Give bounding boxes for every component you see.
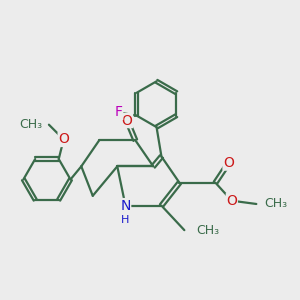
Text: O: O	[58, 132, 69, 146]
Text: CH₃: CH₃	[196, 224, 219, 237]
Text: F: F	[115, 105, 123, 119]
Text: CH₃: CH₃	[19, 118, 42, 131]
Text: O: O	[226, 194, 237, 208]
Text: O: O	[122, 114, 133, 128]
Text: H: H	[121, 215, 130, 225]
Text: N: N	[120, 199, 131, 213]
Text: CH₃: CH₃	[265, 197, 288, 211]
Text: O: O	[223, 156, 234, 170]
